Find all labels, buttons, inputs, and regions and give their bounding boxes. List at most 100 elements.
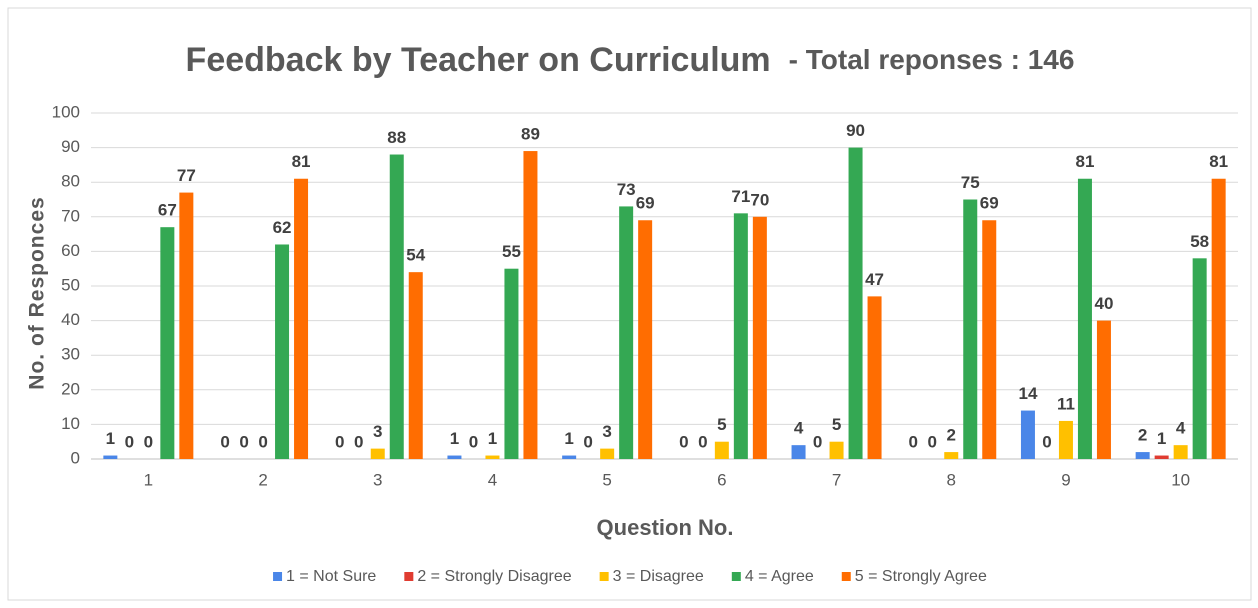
y-tick-label: 80 [61, 172, 80, 191]
bar [1211, 178, 1226, 460]
data-label: 69 [636, 194, 655, 213]
chart-title: Feedback by Teacher on Curriculum - Total… [186, 41, 1075, 79]
data-label: 0 [354, 432, 363, 451]
data-label: 11 [1057, 394, 1075, 413]
bar [160, 227, 175, 459]
bar [733, 213, 748, 459]
bar [447, 455, 462, 459]
bar [1173, 445, 1188, 459]
x-tick-label: 9 [1061, 470, 1070, 489]
y-tick-label: 70 [61, 206, 80, 225]
data-label: 81 [1075, 152, 1094, 171]
bar [179, 192, 194, 459]
data-label: 69 [980, 194, 999, 213]
bar [1020, 410, 1035, 459]
data-label: 0 [220, 432, 229, 451]
bar [275, 244, 290, 459]
bar [867, 296, 882, 459]
bar [1192, 258, 1207, 459]
y-tick-label: 20 [61, 379, 80, 398]
bar [963, 199, 978, 459]
legend-swatch [599, 572, 609, 581]
bar [408, 272, 423, 459]
data-label: 55 [502, 242, 521, 261]
bar [1058, 420, 1073, 459]
data-label: 0 [469, 432, 478, 451]
data-label: 5 [717, 415, 726, 434]
data-label: 4 [794, 419, 804, 438]
data-label: 67 [158, 201, 177, 220]
data-label: 54 [406, 246, 425, 265]
bar [1135, 452, 1150, 459]
y-tick-label: 30 [61, 345, 80, 364]
data-label: 0 [928, 432, 937, 451]
bar [714, 441, 729, 459]
bar [562, 455, 577, 459]
legend-label: 1 = Not Sure [286, 568, 376, 585]
bar [982, 220, 997, 459]
data-label: 3 [602, 422, 611, 441]
data-label: 0 [335, 432, 344, 451]
x-tick-label: 8 [947, 470, 956, 489]
data-label: 75 [961, 173, 980, 192]
data-label: 1 [450, 429, 459, 448]
legend: 1 = Not Sure 2 = Strongly Disagree 3 = Dis… [273, 568, 987, 585]
legend-swatch [841, 572, 851, 581]
legend-swatch [404, 572, 414, 581]
data-label: 2 [1138, 426, 1147, 445]
data-label: 70 [750, 190, 769, 209]
bar [638, 220, 653, 459]
data-label: 77 [177, 166, 196, 185]
bar [829, 441, 844, 459]
bar [389, 154, 404, 459]
bar [485, 455, 500, 459]
data-label: 0 [258, 432, 267, 451]
x-tick-label: 4 [488, 470, 497, 489]
data-label: 81 [292, 152, 311, 171]
bar [944, 452, 959, 459]
bar [1077, 178, 1092, 460]
x-tick-label: 10 [1171, 470, 1190, 489]
data-label: 58 [1190, 232, 1209, 251]
bar [1154, 455, 1169, 459]
data-label: 0 [813, 432, 822, 451]
legend-label: 5 = Strongly Agree [855, 568, 987, 585]
legend-label: 3 = Disagree [613, 568, 704, 585]
bar [791, 445, 806, 459]
legend-swatch [273, 572, 283, 581]
x-tick-label: 5 [602, 470, 611, 489]
data-label: 0 [679, 432, 688, 451]
data-label: 5 [832, 415, 841, 434]
y-axis-title: No. of Responces [26, 196, 49, 389]
data-label: 14 [1018, 384, 1037, 403]
x-tick-label: 7 [832, 470, 841, 489]
title-main: Feedback by Teacher on Curriculum [186, 41, 771, 79]
y-tick-label: 10 [61, 414, 80, 433]
bar [1096, 320, 1111, 459]
x-tick-label: 1 [144, 470, 153, 489]
data-label: 90 [846, 121, 865, 140]
data-label: 1 [564, 429, 573, 448]
data-label: 0 [239, 432, 248, 451]
data-label: 1 [488, 429, 497, 448]
data-label: 2 [947, 426, 956, 445]
bar [600, 448, 615, 459]
data-label: 62 [273, 218, 292, 237]
legend-swatch [731, 572, 741, 581]
data-label: 0 [698, 432, 707, 451]
y-tick-label: 100 [52, 102, 80, 121]
bar [619, 206, 634, 459]
y-tick-label: 40 [61, 310, 80, 329]
bar [370, 448, 385, 459]
data-label: 0 [144, 432, 153, 451]
bar [523, 151, 538, 459]
x-tick-label: 2 [258, 470, 267, 489]
legend-label: 4 = Agree [745, 568, 814, 585]
data-label: 47 [865, 270, 884, 289]
data-label: 71 [731, 187, 750, 206]
x-axis-title: Question No. [597, 515, 734, 540]
data-label: 81 [1209, 152, 1228, 171]
data-label: 0 [1042, 432, 1051, 451]
data-label: 0 [909, 432, 918, 451]
